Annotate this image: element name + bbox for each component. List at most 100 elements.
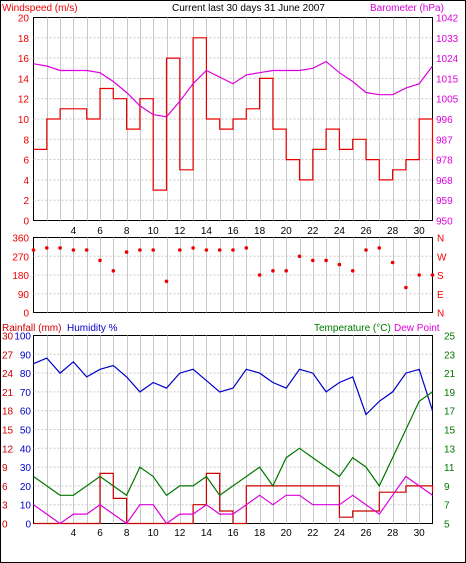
axis-tick-label: 0 <box>23 217 29 228</box>
axis-tick-label: 30 <box>20 463 32 474</box>
direction-point <box>297 254 302 259</box>
day-tick-label: 28 <box>387 528 399 539</box>
panel1-series <box>33 37 434 191</box>
axis-tick-label: 0 <box>25 520 31 531</box>
direction-point <box>390 260 395 265</box>
direction-point <box>324 258 328 263</box>
axis-tick-label: 8 <box>23 135 29 146</box>
axis-tick-label: 2 <box>23 196 29 207</box>
axis-tick-label: 21 <box>2 388 14 399</box>
axis-tick-label: 15 <box>2 426 14 437</box>
day-tick-label: 18 <box>254 226 266 237</box>
day-tick-label: 12 <box>174 226 186 237</box>
axis-tick-label: 12 <box>18 95 30 106</box>
wind-barometer-panel: 0 2 4 6 8 10 12 14 16 18 20 950 959 968 978 987 996 1005… <box>2 3 459 228</box>
dewpoint-axis-label: Dew Point <box>394 323 440 334</box>
axis-tick-label: 4 <box>23 176 29 187</box>
day-tick-label: 30 <box>414 528 426 539</box>
axis-tick-label: 0 <box>2 520 8 531</box>
direction-point <box>124 250 129 254</box>
humidity-axis-label: Humidity % <box>67 323 118 334</box>
direction-point <box>337 262 342 267</box>
axis-tick-label: 20 <box>18 14 30 25</box>
direction-point <box>138 248 142 252</box>
direction-point <box>311 258 315 263</box>
day-axis-ticks: 4 4 6 6 8 8 10 10 12 12 14 14 16 16 18 18 20 20 22 22 24 24 26… <box>71 226 426 539</box>
day-tick-label: 16 <box>227 528 239 539</box>
day-tick-label: 6 <box>97 528 103 539</box>
axis-tick-label: 1024 <box>436 54 459 65</box>
day-tick-label: 14 <box>201 226 213 237</box>
axis-tick-label: 996 <box>436 115 453 126</box>
direction-point <box>217 248 222 252</box>
axis-tick-label: 30 <box>2 332 14 343</box>
direction-point <box>244 246 249 250</box>
day-tick-label: 4 <box>71 528 77 539</box>
panel2-grid <box>33 237 433 313</box>
direction-point <box>164 279 169 284</box>
axis-tick-label: 25 <box>444 332 456 343</box>
axis-tick-label: 1015 <box>436 74 459 85</box>
rainfall-axis-ticks: 0 3 6 9 12 15 18 21 24 27 30 <box>2 332 14 531</box>
direction-degree-ticks: 0 90 180 270 360 <box>12 234 29 320</box>
axis-tick-label: 987 <box>436 135 453 146</box>
day-tick-label: 20 <box>281 226 293 237</box>
direction-point <box>84 248 89 252</box>
direction-point <box>98 258 102 263</box>
day-tick-label: 22 <box>307 226 319 237</box>
temperature-series <box>33 391 433 497</box>
direction-point <box>31 248 36 252</box>
axis-tick-label: 90 <box>20 350 32 361</box>
chart-title: Current last 30 days 31 June 2007 <box>172 3 325 14</box>
windspeed-axis-label: Windspeed (m/s) <box>2 3 78 14</box>
day-tick-label: 20 <box>281 528 293 539</box>
direction-point <box>364 248 368 252</box>
direction-point <box>191 246 195 250</box>
rain-humidity-temp-panel: 0 3 6 9 12 15 18 21 24 27 30 0 10 20 30 40 50 60 70 80 90 10… <box>2 323 456 531</box>
axis-tick-label: 14 <box>18 74 30 85</box>
axis-tick-label: 950 <box>436 217 453 228</box>
axis-tick-label: 17 <box>444 407 456 418</box>
temperature-axis-ticks: 5 7 9 11 13 15 17 19 21 23 25 <box>444 332 456 531</box>
direction-point <box>111 269 116 273</box>
direction-point <box>377 246 382 250</box>
axis-tick-label: W <box>437 252 447 263</box>
axis-tick-label: 19 <box>444 388 456 399</box>
direction-point <box>71 248 76 252</box>
axis-tick-label: 90 <box>18 290 30 301</box>
day-tick-label: 6 <box>97 226 103 237</box>
humidity-series <box>33 357 434 416</box>
axis-tick-label: 20 <box>20 482 32 493</box>
day-tick-label: 30 <box>414 226 426 237</box>
axis-tick-label: 959 <box>436 196 453 207</box>
direction-point <box>231 248 235 252</box>
axis-tick-label: 16 <box>18 54 30 65</box>
rainfall-series <box>33 472 434 525</box>
axis-tick-label: 1005 <box>436 95 459 106</box>
axis-tick-label: 9 <box>2 463 8 474</box>
axis-tick-label: 21 <box>444 369 456 380</box>
direction-point <box>404 285 408 290</box>
barometer-axis-ticks: 950 959 968 978 987 996 1005 1015 1024 1033 1042 <box>436 14 459 228</box>
day-tick-label: 8 <box>124 226 130 237</box>
day-tick-label: 10 <box>148 528 160 539</box>
day-tick-label: 26 <box>360 226 372 237</box>
axis-tick-label: 180 <box>12 271 29 282</box>
axis-tick-label: 80 <box>20 369 32 380</box>
panel3-series <box>33 357 434 525</box>
direction-point <box>284 269 289 273</box>
direction-point <box>257 273 262 277</box>
axis-tick-label: 10 <box>20 501 32 512</box>
day-tick-label: 24 <box>334 226 346 237</box>
axis-tick-label: E <box>437 290 444 301</box>
day-tick-label: 8 <box>124 528 130 539</box>
direction-point <box>178 248 182 252</box>
axis-tick-label: 5 <box>444 520 450 531</box>
axis-tick-label: 360 <box>12 234 29 245</box>
day-tick-label: 18 <box>254 528 266 539</box>
axis-tick-label: 18 <box>18 34 30 45</box>
axis-tick-label: 968 <box>436 176 453 187</box>
day-tick-label: 4 <box>71 226 77 237</box>
day-tick-label: 22 <box>307 528 319 539</box>
